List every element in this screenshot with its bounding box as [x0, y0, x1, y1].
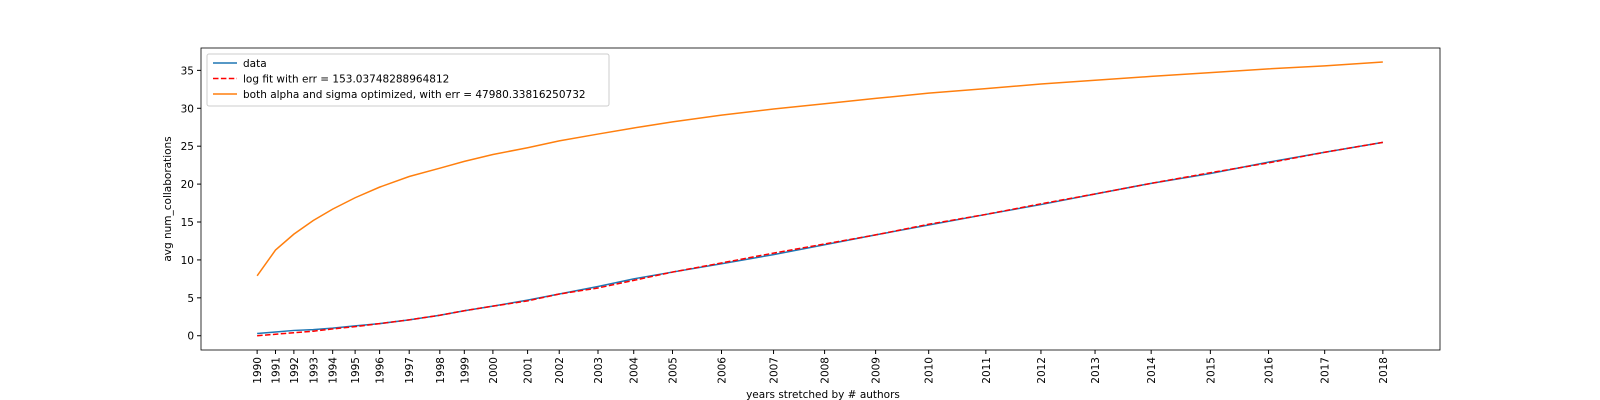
- x-tick-label: 2012: [1036, 357, 1048, 384]
- y-tick-label: 35: [181, 65, 194, 77]
- x-tick-label: 2009: [871, 357, 883, 384]
- x-tick-label: 1996: [375, 357, 387, 384]
- series-line: [256, 61, 1383, 277]
- x-tick-label: 1990: [252, 357, 264, 384]
- x-tick-label: 1994: [328, 357, 340, 384]
- y-tick-label: 5: [187, 293, 194, 305]
- y-tick-label: 0: [187, 331, 194, 343]
- y-tick-label: 10: [181, 255, 194, 267]
- x-tick-label: 1992: [289, 357, 301, 384]
- x-tick-label: 2008: [820, 357, 832, 384]
- x-tick-label: 2010: [924, 357, 936, 384]
- legend-label: data: [243, 58, 267, 70]
- x-tick-label: 2014: [1146, 357, 1158, 384]
- x-tick-label: 2011: [981, 357, 993, 384]
- x-axis-label: years stretched by # authors: [746, 389, 900, 400]
- x-tick-label: 2007: [769, 357, 781, 384]
- x-tick-label: 1995: [350, 357, 362, 384]
- x-tick-label: 2017: [1320, 357, 1332, 384]
- y-tick-label: 15: [181, 217, 194, 229]
- y-tick-label: 25: [181, 141, 194, 153]
- x-tick-label: 1999: [459, 357, 471, 384]
- legend-box: [206, 53, 610, 107]
- y-tick-label: 30: [181, 103, 194, 115]
- series-line: [257, 141, 1383, 337]
- x-tick-label: 1998: [435, 357, 447, 384]
- x-tick-label: 2005: [668, 357, 680, 384]
- legend-label: both alpha and sigma optimized, with err…: [243, 89, 586, 101]
- y-axis-label: avg num_collaborations: [162, 136, 174, 261]
- y-tick-label: 20: [181, 179, 194, 191]
- x-tick-label: 2015: [1205, 357, 1217, 384]
- x-tick-label: 2006: [717, 357, 729, 384]
- x-tick-label: 2018: [1378, 357, 1390, 384]
- x-tick-label: 2004: [629, 357, 641, 384]
- x-tick-label: 1993: [308, 357, 320, 384]
- legend-label: log fit with err = 153.03748288964812: [243, 74, 449, 86]
- x-tick-label: 1991: [271, 357, 283, 384]
- x-tick-label: 2013: [1090, 357, 1102, 384]
- x-tick-label: 1997: [404, 357, 416, 384]
- x-tick-label: 2002: [554, 357, 566, 384]
- x-tick-label: 2001: [523, 357, 535, 384]
- x-tick-label: 2003: [593, 357, 605, 384]
- x-tick-label: 2000: [488, 357, 500, 384]
- plot-frame: [200, 47, 1441, 351]
- x-tick-label: 2016: [1264, 357, 1276, 384]
